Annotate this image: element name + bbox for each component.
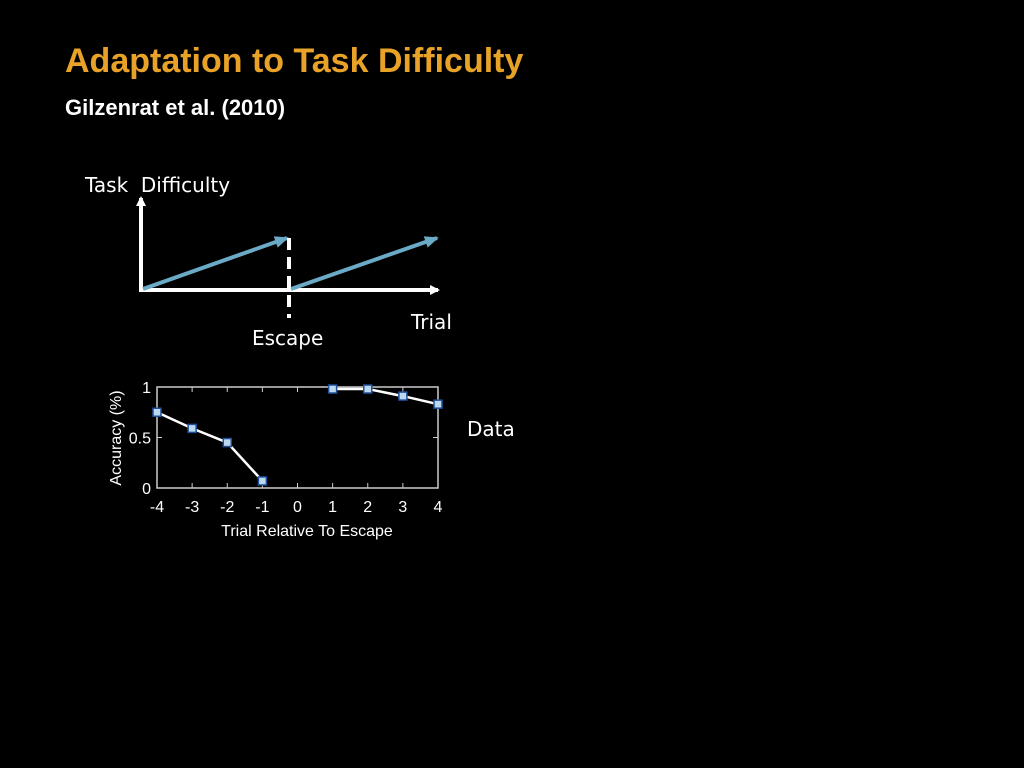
data-point xyxy=(257,476,268,486)
diagram-y-label: Task Difficulty xyxy=(84,173,230,197)
escape-label: Escape xyxy=(252,326,323,350)
y-tick-label: 0 xyxy=(142,481,151,498)
trial-label: Trial xyxy=(410,310,452,334)
data-point xyxy=(363,384,373,394)
x-tick-label: 4 xyxy=(434,499,443,516)
chart: Trial Relative To Escape Accuracy (%) 0 0… xyxy=(108,380,443,540)
y-tick-label: 0.5 xyxy=(129,431,151,448)
data-point xyxy=(398,391,408,401)
x-tick-label: 1 xyxy=(328,499,337,516)
data-point xyxy=(433,399,443,409)
x-tick-label: -1 xyxy=(255,499,269,516)
data-label: Data xyxy=(467,417,515,441)
slide-subtitle: Gilzenrat et al. (2010) xyxy=(65,95,285,120)
y-axis-title: Accuracy (%) xyxy=(108,390,125,485)
difficulty-arrow xyxy=(290,236,439,291)
x-tick-label: -2 xyxy=(220,499,234,516)
x-tick-label: -3 xyxy=(185,499,199,516)
x-tick-label: -4 xyxy=(150,499,164,516)
plot-frame xyxy=(156,386,439,489)
x-tick-label: 2 xyxy=(363,499,372,516)
data-point xyxy=(222,437,232,448)
data-line xyxy=(156,387,439,482)
data-point xyxy=(187,423,197,434)
data-point xyxy=(327,384,338,394)
diagram: Task Difficulty Escape Trial xyxy=(84,173,452,350)
x-tick-label: 3 xyxy=(398,499,407,516)
data-point xyxy=(152,407,162,417)
slide-title: Adaptation to Task Difficulty xyxy=(65,42,523,80)
x-tick-label: 0 xyxy=(293,499,302,516)
x-axis-title: Trial Relative To Escape xyxy=(221,523,393,540)
y-tick-label: 1 xyxy=(142,380,151,397)
difficulty-arrow xyxy=(142,236,289,291)
